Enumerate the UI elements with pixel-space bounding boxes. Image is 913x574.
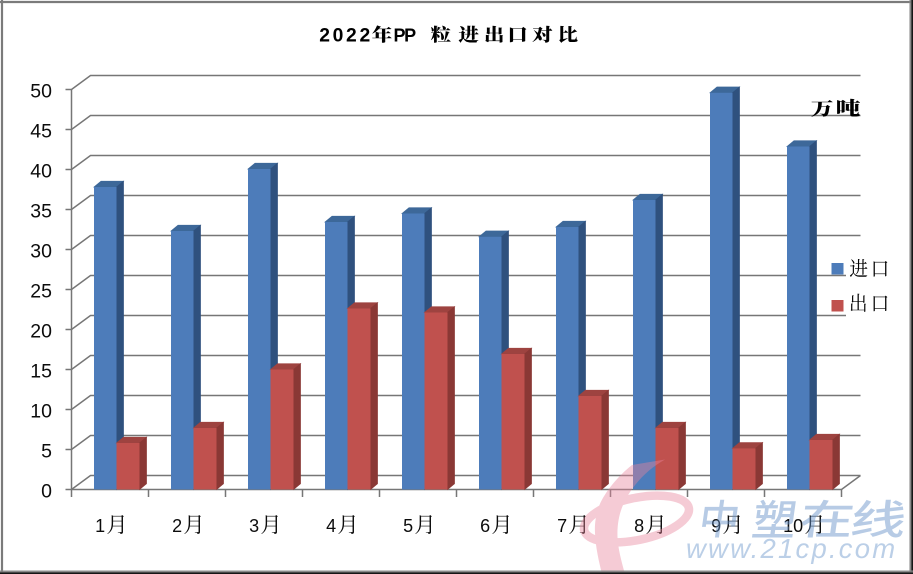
svg-text:45: 45 bbox=[30, 121, 52, 143]
svg-text:35: 35 bbox=[30, 201, 52, 223]
svg-text:40: 40 bbox=[30, 161, 52, 183]
svg-text:25: 25 bbox=[30, 281, 52, 303]
svg-text:www.21cp.com: www.21cp.com bbox=[686, 533, 897, 564]
svg-text:7: 7 bbox=[557, 516, 567, 536]
svg-text:20: 20 bbox=[30, 321, 52, 343]
svg-text:9: 9 bbox=[711, 516, 721, 536]
svg-text:3: 3 bbox=[249, 516, 259, 536]
svg-text:PP: PP bbox=[394, 25, 417, 45]
svg-text:4: 4 bbox=[326, 516, 336, 536]
svg-text:5: 5 bbox=[403, 516, 413, 536]
svg-text:1: 1 bbox=[95, 516, 105, 536]
svg-text:2022: 2022 bbox=[319, 25, 373, 46]
svg-text:50: 50 bbox=[30, 81, 52, 103]
svg-text:2: 2 bbox=[172, 516, 182, 536]
svg-text:15: 15 bbox=[30, 361, 52, 383]
svg-text:5: 5 bbox=[41, 441, 52, 463]
svg-text:0: 0 bbox=[41, 481, 52, 503]
svg-text:10: 10 bbox=[30, 401, 52, 423]
svg-text:8: 8 bbox=[634, 516, 644, 536]
svg-text:30: 30 bbox=[30, 241, 52, 263]
svg-text:6: 6 bbox=[480, 516, 490, 536]
svg-text:10: 10 bbox=[783, 516, 803, 536]
